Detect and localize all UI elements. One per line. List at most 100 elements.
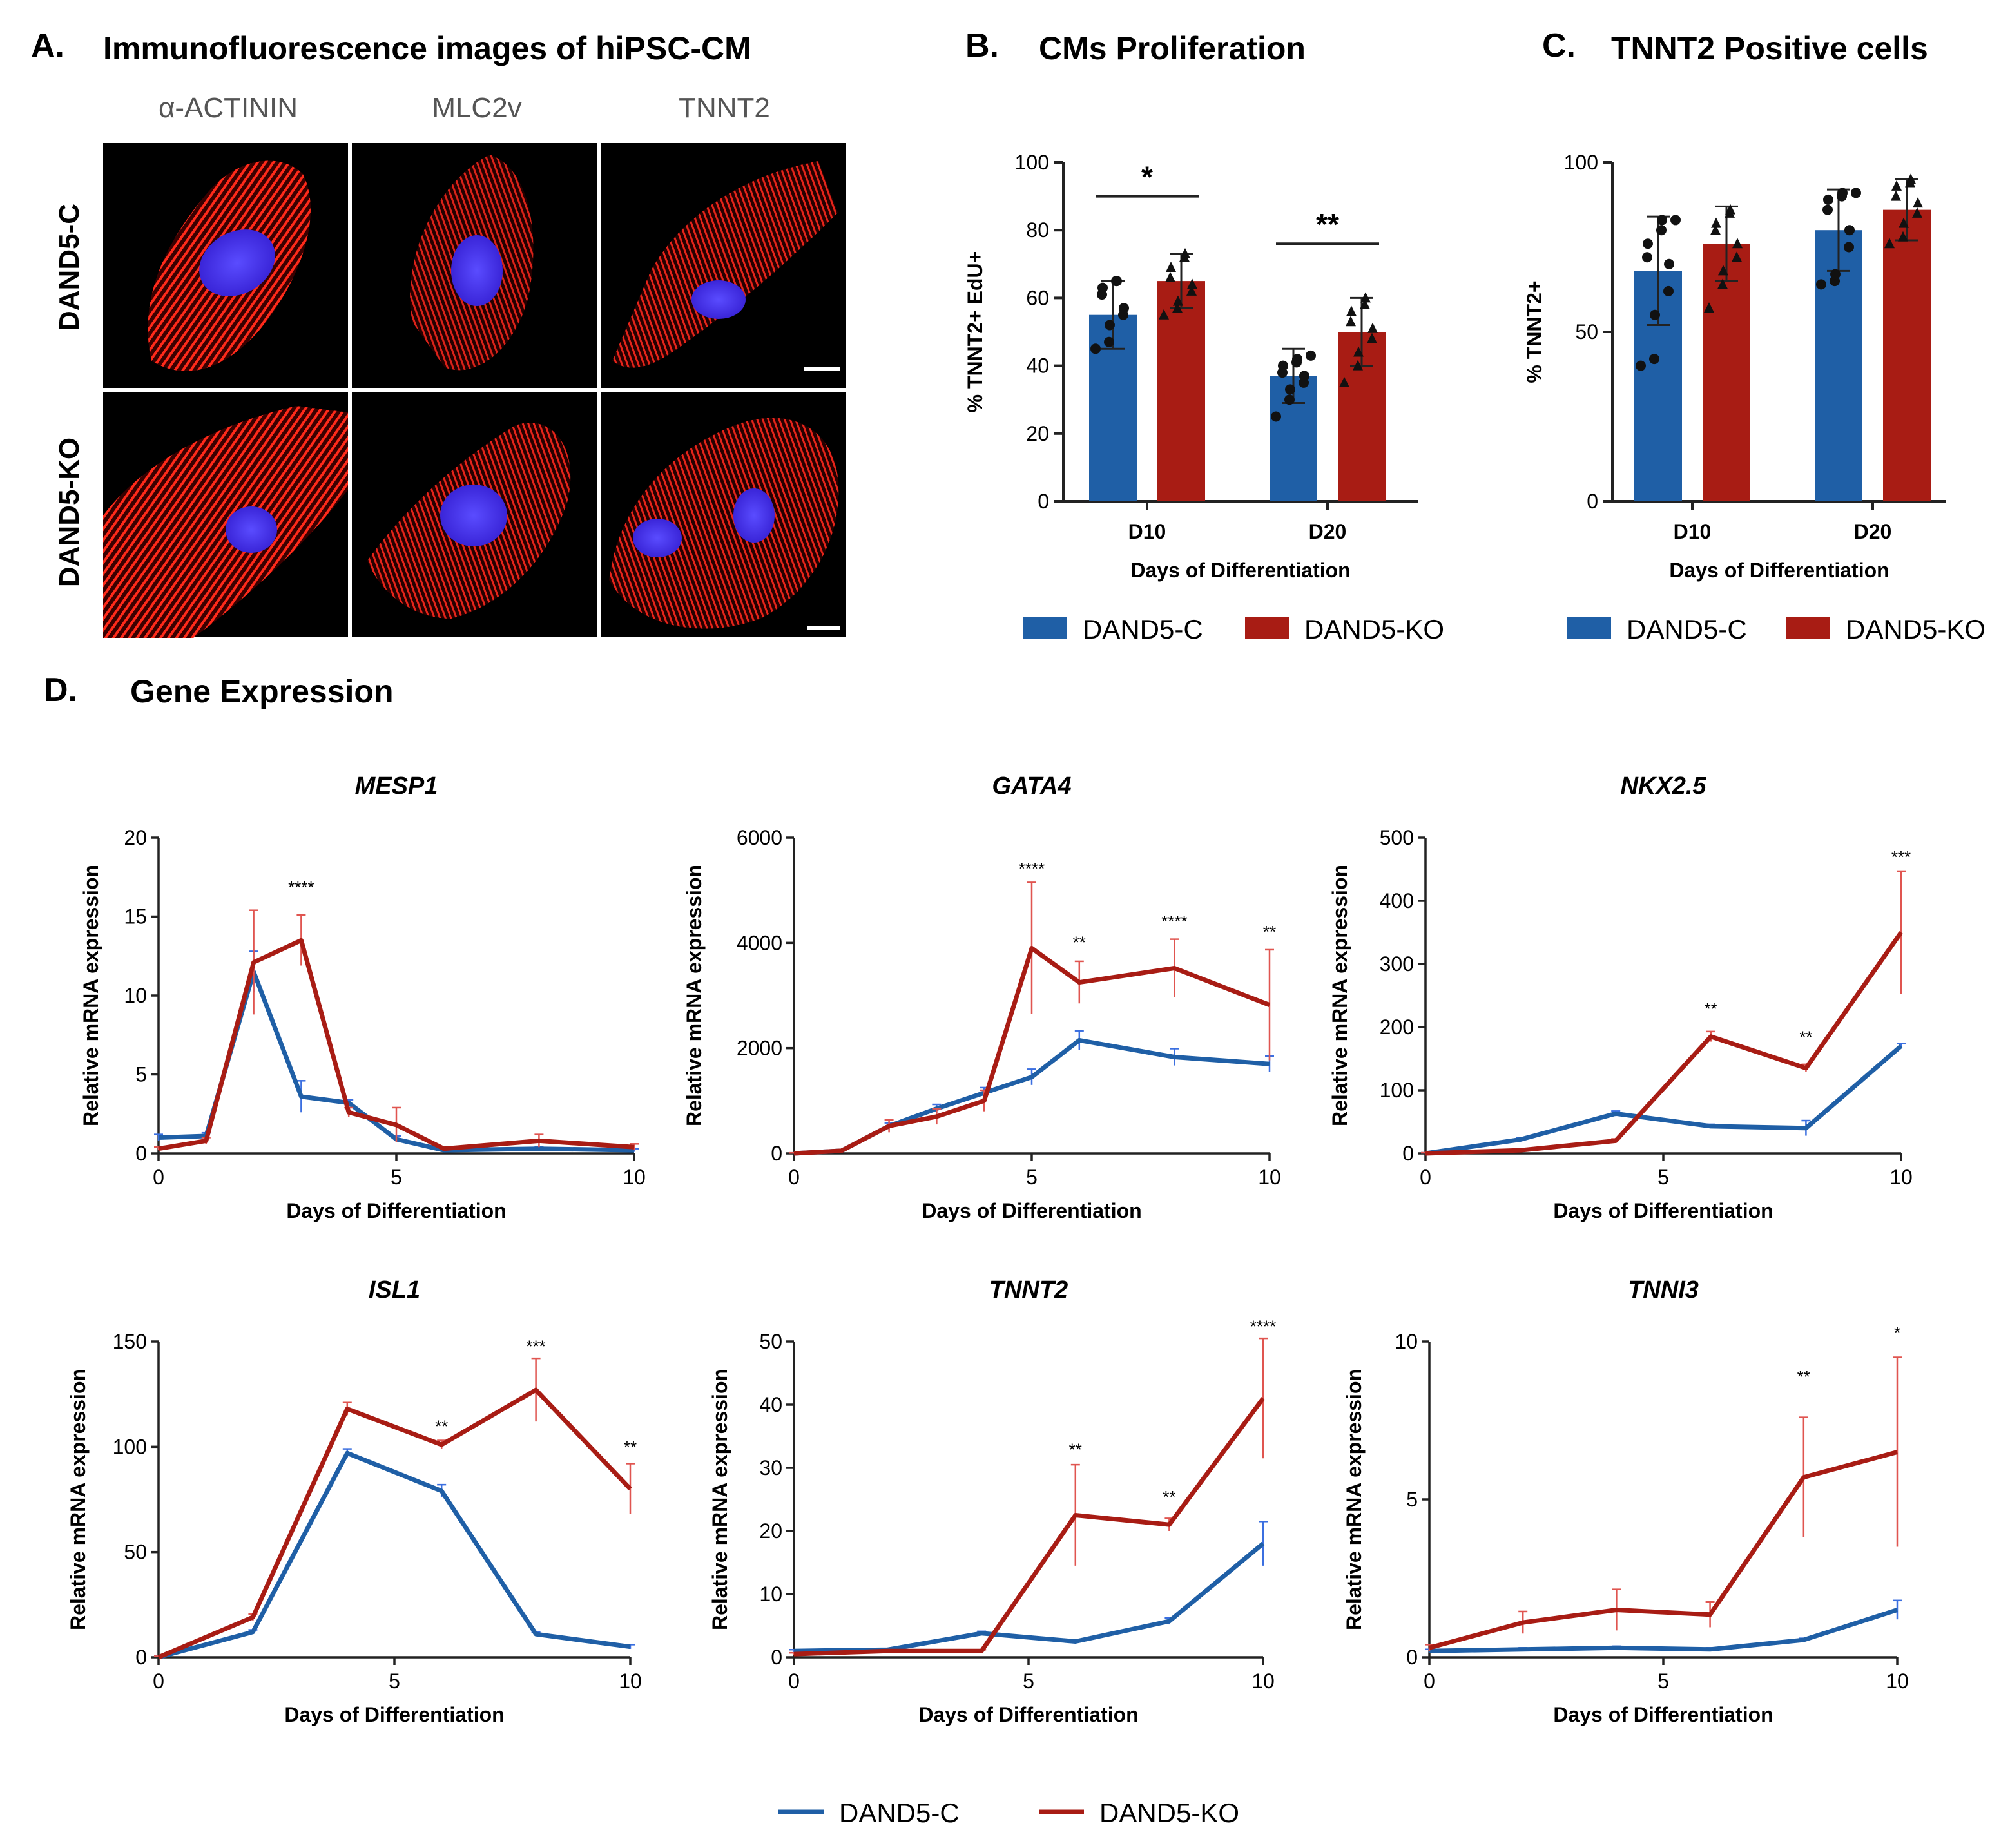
y-tick-label: 10 [124,984,147,1007]
x-tick-label: 0 [153,1670,164,1693]
x-tick-label: D20 [1309,520,1347,543]
x-tick-label: 10 [1889,1166,1913,1189]
data-point [1271,411,1281,422]
panel-d-title: Gene Expression [130,673,394,709]
micrograph-grid [103,143,846,638]
series-line [158,1450,631,1660]
x-tick-label: 10 [619,1670,642,1693]
x-tick-label: D10 [1128,520,1166,543]
y-tick-label: 40 [1026,354,1049,378]
bar [1883,209,1931,501]
data-point [1339,376,1349,387]
significance-label: *** [1891,847,1911,867]
data-point [1278,360,1288,371]
series-line [158,938,635,1151]
data-point [1159,309,1169,320]
data-point [1823,194,1833,205]
y-tick-label: 5 [1406,1488,1418,1511]
legend-label-control: DAND5-C [1083,614,1203,644]
data-point [1112,276,1122,287]
panel-c-title: TNNT2 Positive cells [1611,30,1928,66]
y-tick-label: 0 [1406,1646,1418,1669]
y-tick-label: 100 [1564,151,1598,174]
y-axis-label: % TNNT2+ [1523,280,1546,383]
legend-swatch-ko [1786,617,1830,639]
x-tick-label: 10 [1251,1670,1275,1693]
significance-label: * [1141,160,1153,194]
x-axis-label: Days of Differentiation [1669,559,1889,582]
data-point [1119,303,1129,314]
data-point [1346,305,1357,316]
x-tick-label: 10 [1886,1670,1909,1693]
data-point [1166,262,1176,273]
data-point [1657,215,1667,226]
x-tick-label: 5 [1657,1670,1669,1693]
data-point [1711,217,1721,228]
data-point [1913,197,1923,208]
y-tick-label: 4000 [737,931,782,954]
significance-label: **** [288,878,314,897]
data-point [1285,384,1295,395]
panel-c-letter: C. [1542,27,1576,64]
x-axis-label: Days of Differentiation [286,1199,506,1222]
y-tick-label: 5 [135,1063,147,1086]
x-tick-label: 0 [1424,1670,1435,1693]
data-point [1899,217,1909,228]
data-point [1844,225,1855,236]
panel-d-letter: D. [44,671,77,709]
y-tick-label: 200 [1380,1015,1414,1039]
y-tick-label: 0 [1038,490,1049,513]
data-point [1816,279,1826,290]
legend-bar-c: DAND5-C DAND5-KO [1567,614,1986,644]
significance-label: ** [1263,922,1276,941]
panel-a-title: Immunofluorescence images of hiPSC-CM [103,30,751,66]
data-point [1367,322,1378,333]
data-point [1097,282,1108,293]
y-tick-label: 20 [1026,422,1049,445]
x-axis-label: Days of Differentiation [1553,1703,1773,1726]
x-tick-label: D10 [1674,520,1712,543]
significance-label: ** [1797,1367,1810,1387]
series-line [1429,1450,1898,1650]
data-point [1656,225,1667,236]
data-point [1180,248,1190,259]
y-tick-label: 150 [113,1330,147,1353]
data-point [1104,336,1114,347]
y-tick-label: 100 [1380,1079,1414,1102]
y-tick-label: 20 [124,826,147,849]
legend-line-label-ko: DAND5-KO [1099,1798,1239,1828]
data-point [1884,238,1895,249]
data-point [1898,231,1908,242]
chart-tnnt2-positive: 0 50 100 D10 D20 % TNNT2+ Days of Differentiat… [1523,151,1946,582]
data-point [1650,309,1660,320]
significance-label: ** [624,1438,637,1457]
y-axis-label: Relative mRNA expression [1342,1369,1366,1630]
data-point [1346,316,1356,327]
significance-label: ** [1705,999,1717,1018]
micrograph-control-actinin [103,143,348,388]
data-point [1649,354,1659,365]
data-point [1105,320,1115,331]
x-tick-label: 0 [788,1166,800,1189]
significance-label: ** [1073,933,1086,952]
x-tick-label: 5 [389,1670,400,1693]
y-axis-label: Relative mRNA expression [1328,865,1351,1126]
legend-swatch-control [1567,617,1611,639]
significance-label: ** [1069,1439,1082,1459]
data-point [1851,188,1861,198]
series-line [1425,930,1903,1156]
y-tick-label: 0 [771,1646,782,1669]
micrograph-ko-actinin [103,392,348,638]
data-point [1704,302,1714,313]
significance-label: **** [1250,1316,1276,1336]
data-point [1717,278,1728,289]
row-label-control: DAND5-C [53,204,85,331]
y-axis-label: % TNNT2+ EdU+ [963,251,987,413]
data-point [1360,298,1370,309]
y-tick-label: 20 [759,1519,782,1543]
series-line [793,946,1271,1156]
data-point [1353,346,1364,357]
